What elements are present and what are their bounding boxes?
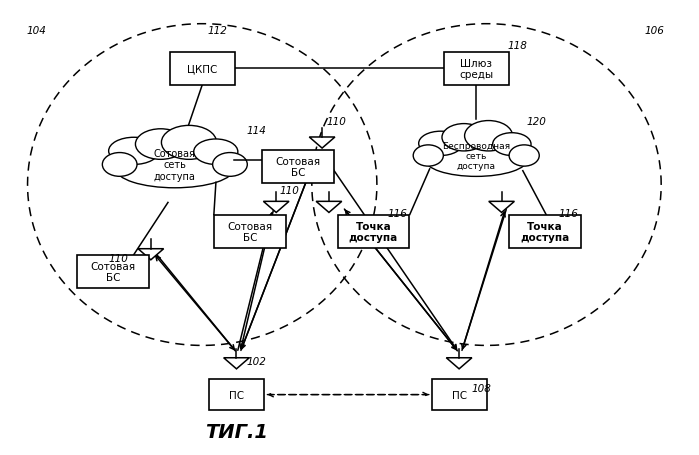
Ellipse shape [102,153,137,177]
Ellipse shape [212,153,247,177]
Ellipse shape [194,140,238,165]
Ellipse shape [442,124,486,152]
Polygon shape [446,358,472,369]
Text: 108: 108 [471,384,491,394]
Polygon shape [309,138,335,149]
Ellipse shape [161,126,217,160]
FancyBboxPatch shape [77,255,149,289]
Ellipse shape [108,138,159,165]
Ellipse shape [116,150,234,188]
Polygon shape [316,202,342,213]
FancyBboxPatch shape [338,215,410,249]
Text: 114: 114 [247,126,266,136]
Polygon shape [138,249,164,260]
Polygon shape [224,358,250,369]
Ellipse shape [413,146,443,167]
Text: Сотовая
БС: Сотовая БС [228,221,273,243]
Text: Сотовая
БС: Сотовая БС [275,157,321,178]
Text: 102: 102 [247,356,266,366]
Polygon shape [489,202,514,213]
Text: Беспроводная
сеть
доступа: Беспроводная сеть доступа [442,142,510,171]
Text: 120: 120 [526,117,546,127]
Text: 110: 110 [108,253,128,263]
Polygon shape [264,202,289,213]
Text: 116: 116 [387,208,407,218]
Text: 118: 118 [507,41,527,51]
FancyBboxPatch shape [444,52,509,86]
Text: Сотовая
БС: Сотовая БС [91,261,136,283]
Text: 116: 116 [559,208,578,218]
Text: Шлюз
среды: Шлюз среды [459,58,493,80]
Text: 106: 106 [644,26,664,36]
Text: ЦКПС: ЦКПС [187,64,217,74]
FancyBboxPatch shape [509,215,581,249]
Text: ПС: ПС [452,390,467,399]
FancyBboxPatch shape [432,379,487,410]
Ellipse shape [136,130,186,160]
FancyBboxPatch shape [209,379,264,410]
FancyBboxPatch shape [262,151,334,184]
Text: 104: 104 [26,26,46,36]
FancyBboxPatch shape [170,52,235,86]
Text: Точка
доступа: Точка доступа [520,221,570,243]
Ellipse shape [425,143,528,177]
Text: ПС: ПС [229,390,244,399]
Ellipse shape [419,132,463,156]
Ellipse shape [493,133,531,156]
Text: 110: 110 [280,186,299,195]
Ellipse shape [465,121,512,152]
Text: Точка
доступа: Точка доступа [349,221,398,243]
Text: Сотовая
сеть
доступа: Сотовая сеть доступа [154,148,196,182]
FancyBboxPatch shape [214,215,286,249]
Text: 112: 112 [207,26,227,36]
Ellipse shape [509,146,539,167]
Text: 110: 110 [326,117,346,127]
Text: ΤИГ.1: ΤИГ.1 [205,422,268,440]
